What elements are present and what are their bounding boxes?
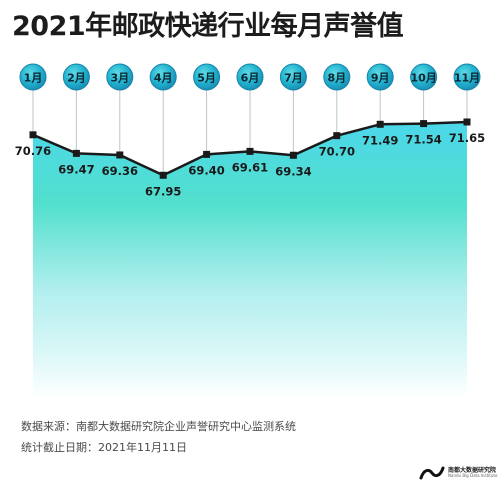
data-label: 70.70: [319, 145, 355, 159]
data-point: [29, 131, 37, 139]
month-label: 9月: [371, 72, 390, 85]
data-point: [246, 147, 254, 155]
month-badge: [19, 63, 47, 91]
month-label: 6月: [241, 72, 260, 85]
month-label: 5月: [197, 72, 216, 85]
month-badge: [410, 63, 438, 91]
data-label: 69.40: [188, 163, 224, 177]
nandu-logo: 南都大数据研究院 Nandu Big Data Institute: [419, 466, 497, 480]
data-point: [333, 132, 341, 140]
month-label: 4月: [154, 72, 173, 85]
month-badge: [323, 63, 351, 91]
month-badge: [62, 63, 90, 91]
data-label: 71.65: [449, 131, 485, 145]
data-label: 70.76: [15, 144, 51, 158]
data-label: 67.95: [145, 184, 181, 198]
data-point: [376, 120, 384, 128]
month-label: 10月: [410, 72, 436, 85]
data-point: [159, 171, 167, 179]
month-badge: [279, 63, 307, 91]
month-label: 7月: [284, 72, 303, 85]
cutoff-date-note: 统计截止日期：2021年11月11日: [21, 441, 187, 454]
data-point: [203, 150, 211, 158]
chart-title: 2021年邮政快递行业每月声誉值: [12, 11, 404, 42]
data-label: 71.49: [362, 133, 398, 147]
data-source-note: 数据来源：南都大数据研究院企业声誉研究中心监测系统: [21, 420, 296, 433]
data-point: [289, 151, 297, 159]
chart-area-fill: [33, 122, 467, 398]
month-badge: [236, 63, 264, 91]
month-badge: [106, 63, 134, 91]
data-point: [72, 149, 80, 157]
month-label: 3月: [110, 72, 129, 85]
data-point: [420, 120, 428, 128]
month-badge: [453, 63, 481, 91]
data-label: 69.47: [58, 162, 94, 176]
month-label: 2月: [67, 72, 86, 85]
data-point: [463, 118, 471, 126]
month-badge: [149, 63, 177, 91]
month-label: 11月: [454, 72, 480, 85]
logo-name-en: Nandu Big Data Institute: [448, 473, 498, 478]
month-label: 8月: [327, 72, 346, 85]
month-label: 1月: [24, 72, 43, 85]
month-badge: [366, 63, 394, 91]
data-label: 69.61: [232, 160, 268, 174]
data-label: 69.36: [102, 164, 138, 178]
data-point: [116, 151, 124, 159]
logo-name: 南都大数据研究院: [448, 467, 497, 474]
data-label: 69.34: [275, 164, 311, 178]
month-badge: [193, 63, 221, 91]
nandu-logo-icon: [419, 466, 445, 480]
data-label: 71.54: [405, 133, 441, 147]
